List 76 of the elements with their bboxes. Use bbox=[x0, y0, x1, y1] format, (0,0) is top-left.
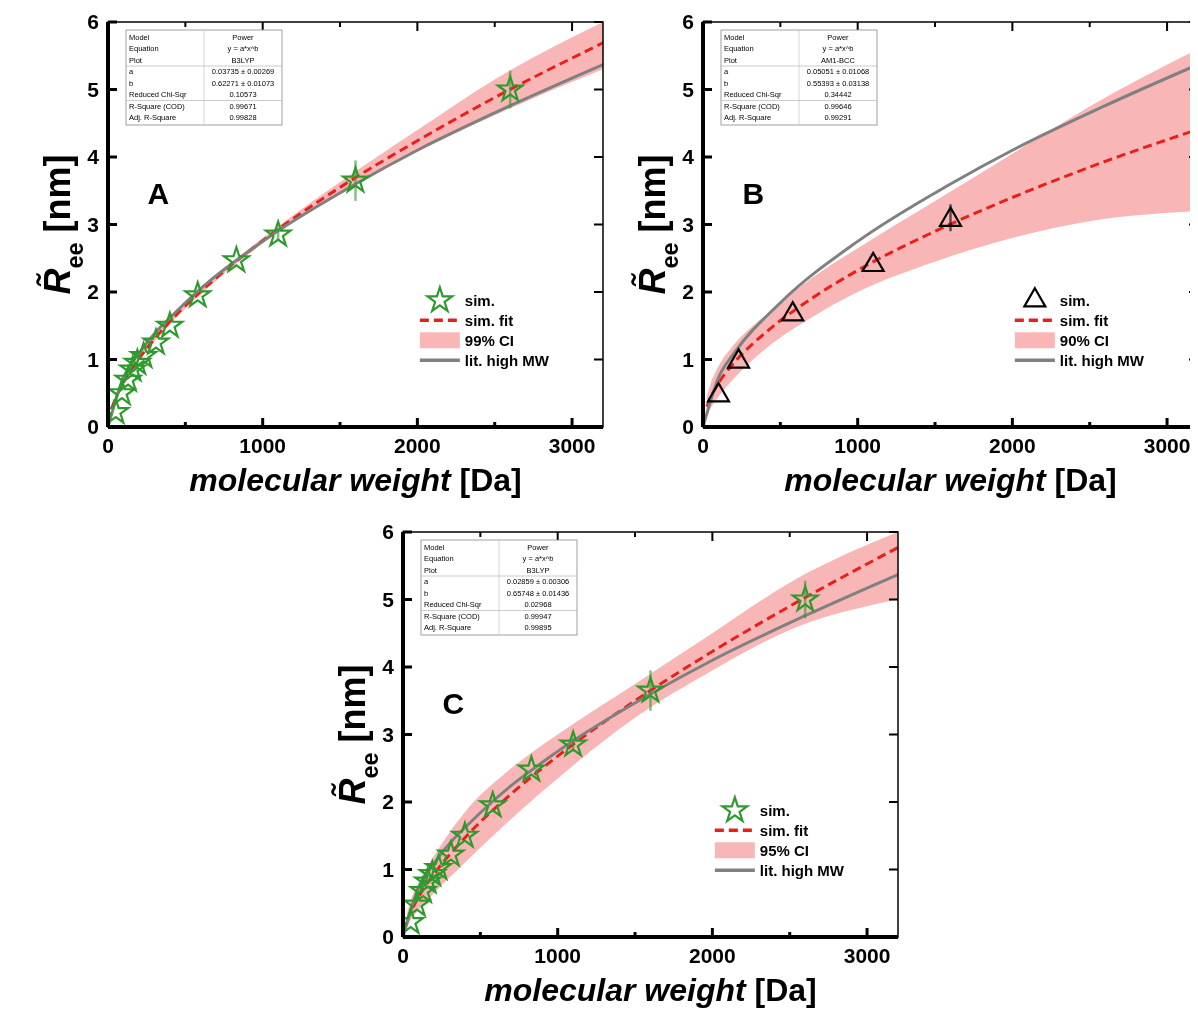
legend-label: lit. high MW bbox=[464, 351, 550, 369]
x-tick-label: 0 bbox=[102, 434, 114, 457]
point bbox=[262, 218, 294, 248]
x-tick-label: 1000 bbox=[239, 434, 287, 457]
point bbox=[515, 753, 547, 783]
text: B bbox=[742, 177, 765, 211]
point bbox=[220, 244, 252, 274]
y-tick-label: 2 bbox=[682, 280, 694, 304]
x-tick-label: 2000 bbox=[989, 434, 1036, 457]
point bbox=[781, 301, 805, 322]
x-tick-label: 3000 bbox=[843, 944, 891, 967]
y-tick-label: 0 bbox=[682, 415, 694, 439]
y-tick-label: 5 bbox=[682, 77, 695, 101]
x-tick-label: 3000 bbox=[1143, 434, 1191, 457]
point bbox=[154, 309, 186, 340]
point bbox=[182, 279, 214, 309]
y-tick-label: 1 bbox=[87, 347, 100, 371]
y-tick-label: 2 bbox=[87, 280, 99, 304]
legend-label: lit. high MW bbox=[759, 861, 845, 879]
point bbox=[407, 874, 439, 905]
x-tick-label: 3000 bbox=[548, 434, 596, 457]
y-tick-label: 5 bbox=[87, 77, 100, 101]
x-tick-label: 1000 bbox=[534, 944, 582, 967]
y-tick-label: 0 bbox=[87, 415, 99, 439]
y-tick-label: 6 bbox=[87, 10, 99, 34]
x-axis-title: molecular weight [Da] bbox=[189, 462, 522, 498]
y-tick-label: 3 bbox=[682, 212, 694, 236]
y-tick-label: 6 bbox=[382, 520, 394, 544]
y-tick-label: 5 bbox=[382, 587, 395, 611]
point bbox=[861, 251, 885, 273]
point bbox=[557, 728, 589, 758]
legend-label: sim. bbox=[1059, 291, 1090, 309]
y-tick-label: 3 bbox=[87, 212, 99, 236]
y-tick-label: 2 bbox=[382, 790, 394, 814]
x-tick-label: 1000 bbox=[834, 434, 882, 457]
point bbox=[494, 73, 526, 103]
point bbox=[435, 838, 467, 868]
y-tick-label: 0 bbox=[382, 925, 394, 949]
annotation: 95% CI bbox=[759, 841, 810, 859]
x-axis-title: molecular weight [Da] bbox=[484, 972, 817, 1008]
point bbox=[789, 583, 821, 613]
y-tick-label: 4 bbox=[682, 145, 695, 169]
y-tick-label: 1 bbox=[682, 347, 695, 371]
point bbox=[635, 674, 666, 704]
point bbox=[449, 819, 481, 850]
text: C bbox=[442, 687, 465, 721]
text: A bbox=[147, 177, 170, 211]
point bbox=[416, 858, 448, 888]
y-tick-label: 1 bbox=[382, 857, 395, 881]
legend-label: sim. fit bbox=[1059, 311, 1109, 329]
legend-label: sim. bbox=[464, 291, 495, 309]
point bbox=[727, 348, 751, 369]
point bbox=[112, 363, 144, 394]
legend-label: lit. high MW bbox=[1059, 351, 1145, 369]
legend-label: sim. fit bbox=[759, 821, 809, 839]
y-tick-label: 4 bbox=[382, 655, 395, 679]
x-tick-label: 2000 bbox=[689, 944, 736, 967]
legend-label: sim. fit bbox=[464, 311, 514, 329]
point bbox=[121, 346, 153, 376]
y-tick-label: 3 bbox=[382, 722, 394, 746]
x-tick-label: 2000 bbox=[394, 434, 441, 457]
y-tick-label: 4 bbox=[87, 145, 100, 169]
x-tick-label: 0 bbox=[397, 944, 409, 967]
point bbox=[938, 206, 963, 227]
point bbox=[140, 326, 172, 356]
point bbox=[403, 888, 433, 918]
point bbox=[706, 382, 731, 403]
x-tick-label: 0 bbox=[697, 434, 709, 457]
point bbox=[108, 377, 138, 407]
annotation: 99% CI bbox=[464, 331, 515, 349]
x-axis-title: molecular weight [Da] bbox=[784, 462, 1117, 498]
point bbox=[340, 164, 371, 194]
y-tick-label: 6 bbox=[682, 10, 694, 34]
point bbox=[477, 789, 509, 819]
annotation: 90% CI bbox=[1059, 331, 1110, 349]
legend-label: sim. bbox=[759, 801, 790, 819]
